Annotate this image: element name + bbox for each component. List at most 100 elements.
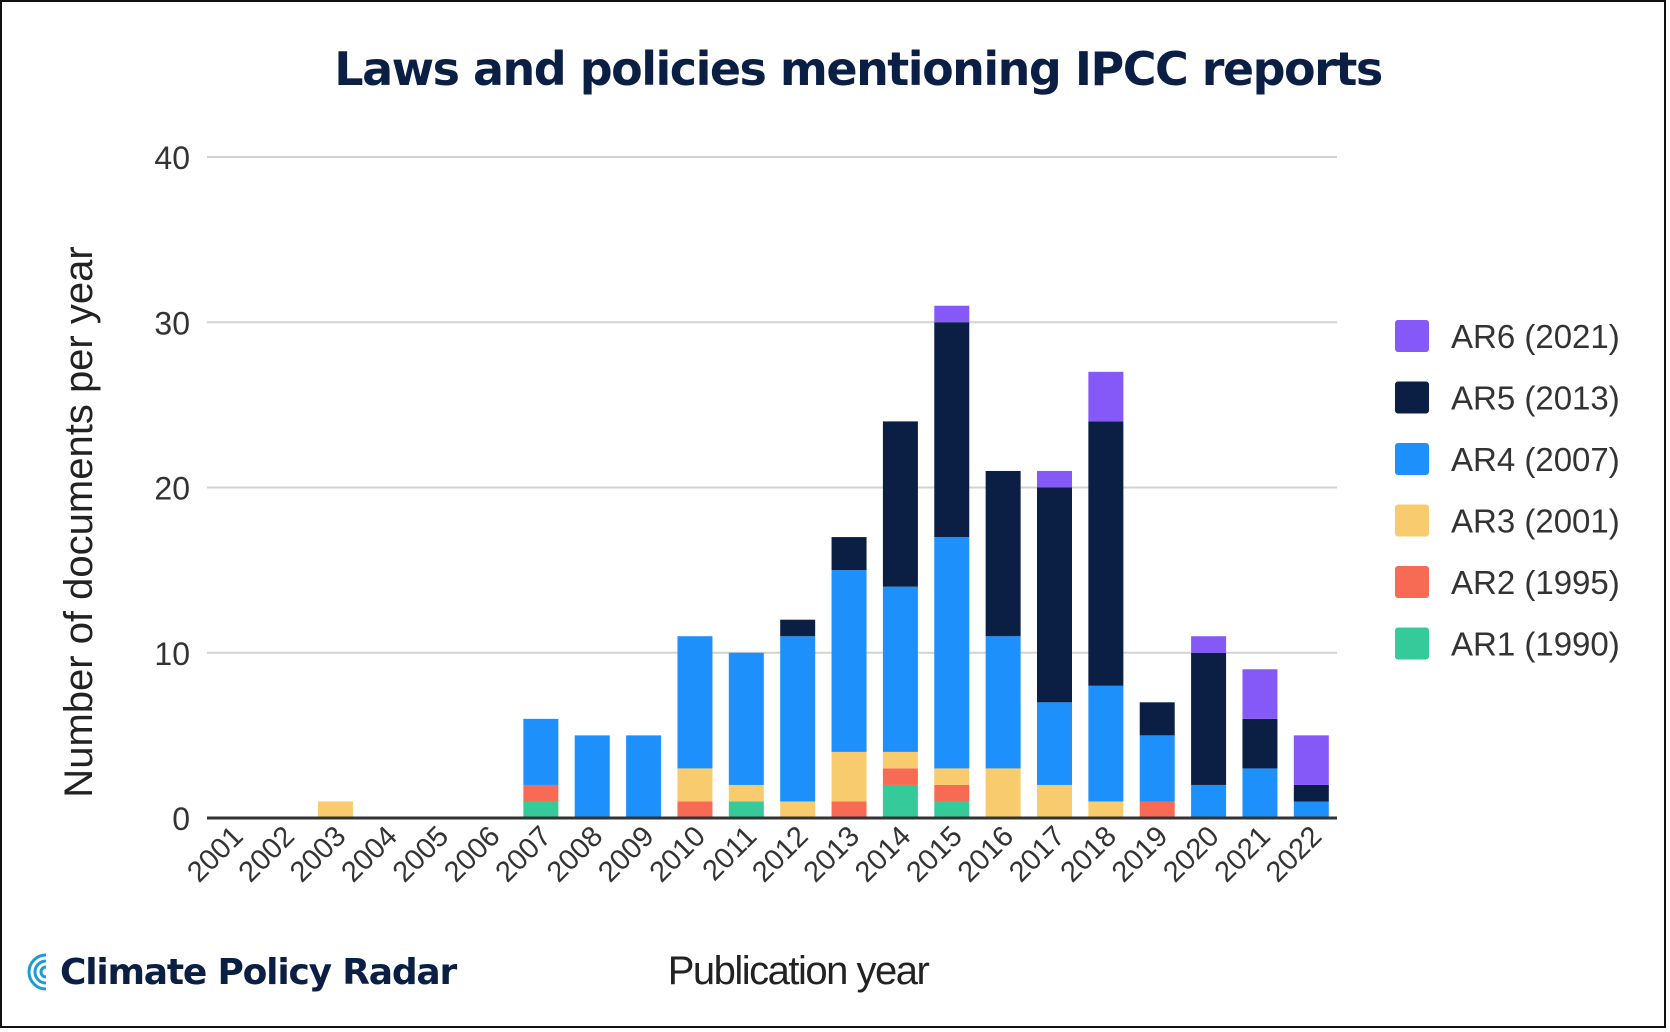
bar-segment xyxy=(934,768,970,785)
x-tick-label: 2001 xyxy=(181,820,249,888)
x-tick-label: 2019 xyxy=(1106,820,1174,888)
bar-segment xyxy=(882,768,918,785)
y-tick-label: 20 xyxy=(154,471,190,507)
x-axis-label: Publication year xyxy=(668,949,930,993)
legend: AR6 (2021) AR5 (2013) AR4 (2007) AR3 (2001)… xyxy=(1395,318,1620,663)
bar-segment xyxy=(677,801,713,818)
bar-segment xyxy=(780,801,816,818)
legend-swatch xyxy=(1395,627,1429,660)
bar-segment xyxy=(831,801,867,818)
bar-segment xyxy=(1191,636,1227,653)
bar-segment xyxy=(1191,784,1227,818)
bar-segment xyxy=(882,751,918,769)
bar-segment xyxy=(831,751,867,802)
bar-segment xyxy=(677,636,713,769)
bars xyxy=(317,305,1329,818)
legend-label: AR5 (2013) xyxy=(1451,380,1620,417)
x-tick-label: 2018 xyxy=(1055,820,1123,888)
bar-segment xyxy=(728,801,764,818)
x-tick-label: 2017 xyxy=(1003,820,1071,888)
bar-segment xyxy=(780,619,816,637)
bar-segment xyxy=(1139,801,1175,818)
bar-segment xyxy=(985,768,1021,818)
x-tick-label: 2011 xyxy=(697,820,764,887)
bar-segment xyxy=(934,305,970,323)
legend-swatch xyxy=(1395,381,1429,414)
bar-segment xyxy=(523,784,559,802)
x-tick-label: 2015 xyxy=(900,820,968,888)
bar-segment xyxy=(626,735,662,818)
bar-segment xyxy=(1293,735,1329,785)
bar-segment xyxy=(1242,718,1278,769)
x-tick-label: 2009 xyxy=(592,820,660,888)
bar-segment xyxy=(1037,784,1072,818)
x-tick-label: 2013 xyxy=(798,820,866,888)
brand-name: Climate Policy Radar xyxy=(60,951,457,993)
radar-arcs-icon xyxy=(27,953,47,991)
y-tick-label: 30 xyxy=(154,305,190,341)
bar-segment xyxy=(1088,801,1124,818)
bar-segment xyxy=(780,636,816,802)
x-tick-label: 2004 xyxy=(335,820,403,888)
legend-label: AR2 (1995) xyxy=(1451,564,1620,601)
bar-segment xyxy=(934,322,970,538)
bar-segment xyxy=(317,801,353,818)
x-tick-label: 2020 xyxy=(1157,820,1225,888)
bar-segment xyxy=(1088,685,1124,802)
bar-segment xyxy=(934,537,970,769)
legend-label: AR1 (1990) xyxy=(1451,626,1620,663)
x-tick-label: 2021 xyxy=(1209,820,1277,888)
bar-segment xyxy=(1037,487,1072,703)
bar-segment xyxy=(574,735,610,818)
gridlines xyxy=(207,156,1337,654)
bar-segment xyxy=(728,784,764,802)
bar-segment xyxy=(882,784,918,818)
bar-segment xyxy=(985,636,1021,769)
legend-swatch xyxy=(1395,443,1429,475)
bar-segment xyxy=(1088,371,1124,422)
x-tick-label: 2010 xyxy=(644,820,712,888)
legend-swatch xyxy=(1395,566,1429,598)
bar-segment xyxy=(1191,652,1227,785)
bar-segment xyxy=(882,421,918,587)
x-tick-label: 2005 xyxy=(387,820,455,888)
bar-segment xyxy=(1139,735,1175,802)
x-tick-label: 2003 xyxy=(284,820,352,888)
bar-segment xyxy=(985,470,1021,637)
legend-label: AR6 (2021) xyxy=(1451,318,1620,355)
x-tick-label: 2016 xyxy=(952,820,1020,888)
y-tick-label: 40 xyxy=(154,140,190,176)
legend-label: AR3 (2001) xyxy=(1451,503,1620,540)
bar-segment xyxy=(882,586,918,752)
bar-segment xyxy=(1037,702,1072,785)
x-tick-labels: 2001200220032004200520062007200820092010… xyxy=(181,820,1328,888)
x-tick-label: 2012 xyxy=(746,820,814,888)
bar-segment xyxy=(934,784,970,802)
bar-segment xyxy=(728,652,764,785)
bar-segment xyxy=(1139,702,1175,736)
legend-label: AR4 (2007) xyxy=(1451,441,1620,478)
legend-swatch xyxy=(1395,320,1429,352)
bar-segment xyxy=(831,537,867,571)
x-tick-label: 2022 xyxy=(1260,820,1328,888)
bar-segment xyxy=(1037,470,1072,488)
x-tick-label: 2008 xyxy=(541,820,609,888)
x-tick-label: 2007 xyxy=(490,820,558,888)
bar-segment xyxy=(1293,801,1329,818)
chart-title: Laws and policies mentioning IPCC report… xyxy=(334,42,1382,96)
bar-segment xyxy=(1242,669,1278,719)
bar-segment xyxy=(1242,768,1278,818)
legend-swatch xyxy=(1395,504,1429,537)
y-tick-label: 10 xyxy=(154,636,190,672)
bar-segment xyxy=(677,768,713,802)
bar-segment xyxy=(523,801,559,818)
bar-segment xyxy=(831,570,867,752)
bar-segment xyxy=(523,718,559,785)
bar-segment xyxy=(934,801,970,818)
bar-segment xyxy=(1293,784,1329,802)
y-axis-label: Number of documents per year xyxy=(57,246,101,797)
x-tick-label: 2002 xyxy=(233,820,301,888)
y-tick-label: 0 xyxy=(172,801,190,837)
